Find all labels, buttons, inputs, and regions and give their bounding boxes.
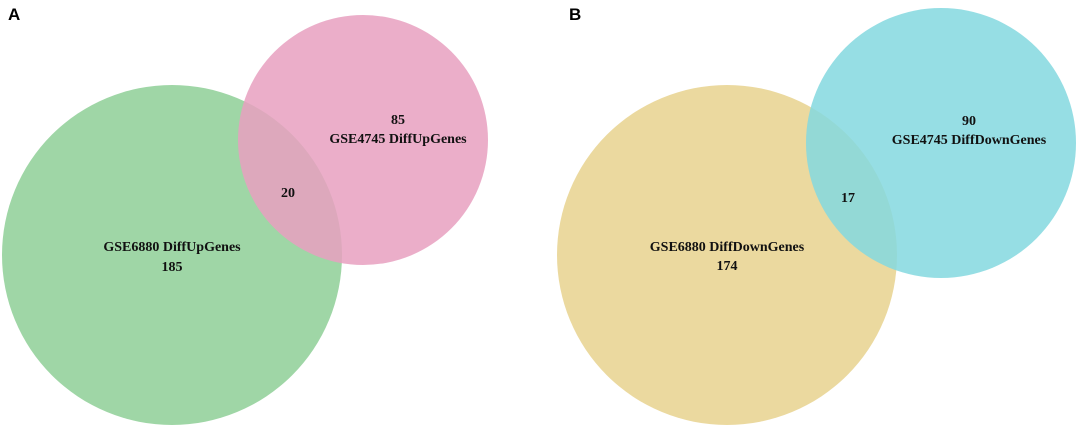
panel-a-right-set-circle: [238, 15, 488, 265]
panel-a-intersection-count: 20: [281, 186, 295, 201]
panel-a-letter: A: [8, 5, 20, 24]
panel-b-intersection-count: 17: [841, 191, 855, 206]
panel-b-right-set-label: GSE4745 DiffDownGenes: [892, 133, 1047, 148]
panel-b-letter: B: [569, 5, 581, 24]
panel-a-left-set-count: 185: [162, 260, 183, 275]
panel-a: A 85 GSE4745 DiffUpGenes 20 GSE6880 Diff…: [2, 5, 488, 425]
panel-b-right-set-count: 90: [962, 114, 976, 129]
panel-a-left-set-label: GSE6880 DiffUpGenes: [103, 240, 241, 255]
panel-a-right-set-label: GSE4745 DiffUpGenes: [329, 132, 467, 147]
panel-b: B 90 GSE4745 DiffDownGenes 17 GSE6880 Di…: [557, 5, 1076, 425]
panel-b-left-set-count: 174: [717, 259, 738, 274]
panel-b-left-set-label: GSE6880 DiffDownGenes: [650, 240, 805, 255]
panel-a-right-set-count: 85: [391, 113, 405, 128]
panel-b-right-set-circle: [806, 8, 1076, 278]
